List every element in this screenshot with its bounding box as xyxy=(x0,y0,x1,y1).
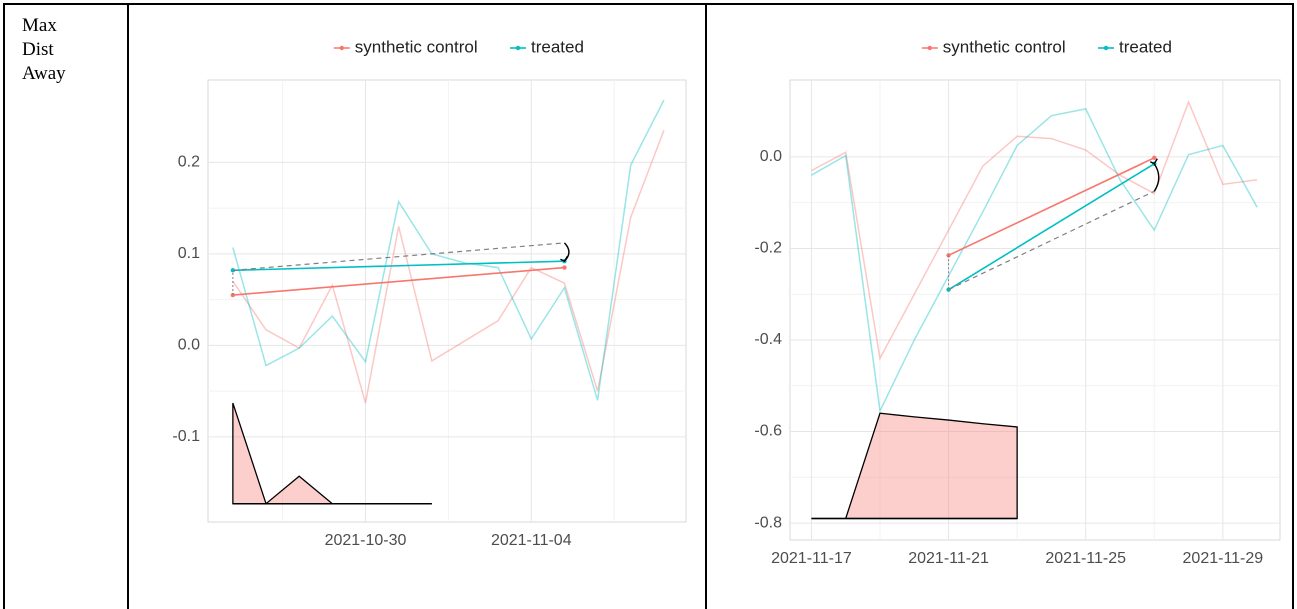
segment-point xyxy=(562,265,567,270)
series-line xyxy=(232,130,665,404)
segment xyxy=(948,157,1155,257)
legend-key-point xyxy=(339,45,344,51)
legend-label: treated xyxy=(1119,37,1172,56)
y-tick-label: -0.4 xyxy=(754,331,782,348)
row-label: Max Dist Away xyxy=(22,15,66,84)
panel xyxy=(207,79,687,523)
y-tick-label: 0.1 xyxy=(178,245,200,262)
arrow-head xyxy=(560,255,569,263)
inset-area xyxy=(811,412,1018,520)
segment xyxy=(232,242,565,271)
arrow xyxy=(1153,163,1160,192)
table-border xyxy=(3,3,1294,609)
x-tick-label: 2021-11-25 xyxy=(1045,550,1126,567)
x-tick-label: 2021-11-21 xyxy=(908,550,989,567)
x-tick-label: 2021-11-29 xyxy=(1183,550,1264,567)
arrow-head xyxy=(1149,158,1158,165)
series-line xyxy=(811,99,1258,361)
y-tick-label: 0.2 xyxy=(178,154,200,171)
segment xyxy=(948,190,1155,291)
row-label-box: Max Dist Away xyxy=(22,15,66,84)
x-tick-label: 2021-10-30 xyxy=(325,532,407,549)
legend-key-point xyxy=(515,45,521,51)
segment-point xyxy=(1152,155,1157,161)
y-tick-label: 0.0 xyxy=(760,148,782,165)
y-tick-label: -0.6 xyxy=(754,423,782,440)
legend-label: synthetic control xyxy=(355,37,478,56)
segment xyxy=(232,260,565,272)
legend-key-point xyxy=(1103,45,1109,51)
x-tick-label: 2021-11-17 xyxy=(771,550,852,567)
legend-key-point xyxy=(927,45,932,51)
y-tick-label: -0.2 xyxy=(754,240,782,257)
x-tick-label: 2021-11-04 xyxy=(491,532,572,549)
legend-label: synthetic control xyxy=(943,37,1066,56)
y-tick-label: -0.8 xyxy=(754,514,782,531)
legend-label: treated xyxy=(531,37,584,56)
series-line xyxy=(232,99,665,401)
y-tick-label: -0.1 xyxy=(172,428,200,445)
segment xyxy=(232,266,565,296)
series-line xyxy=(811,107,1258,414)
segment xyxy=(948,163,1155,291)
y-tick-label: 0.0 xyxy=(178,337,200,354)
